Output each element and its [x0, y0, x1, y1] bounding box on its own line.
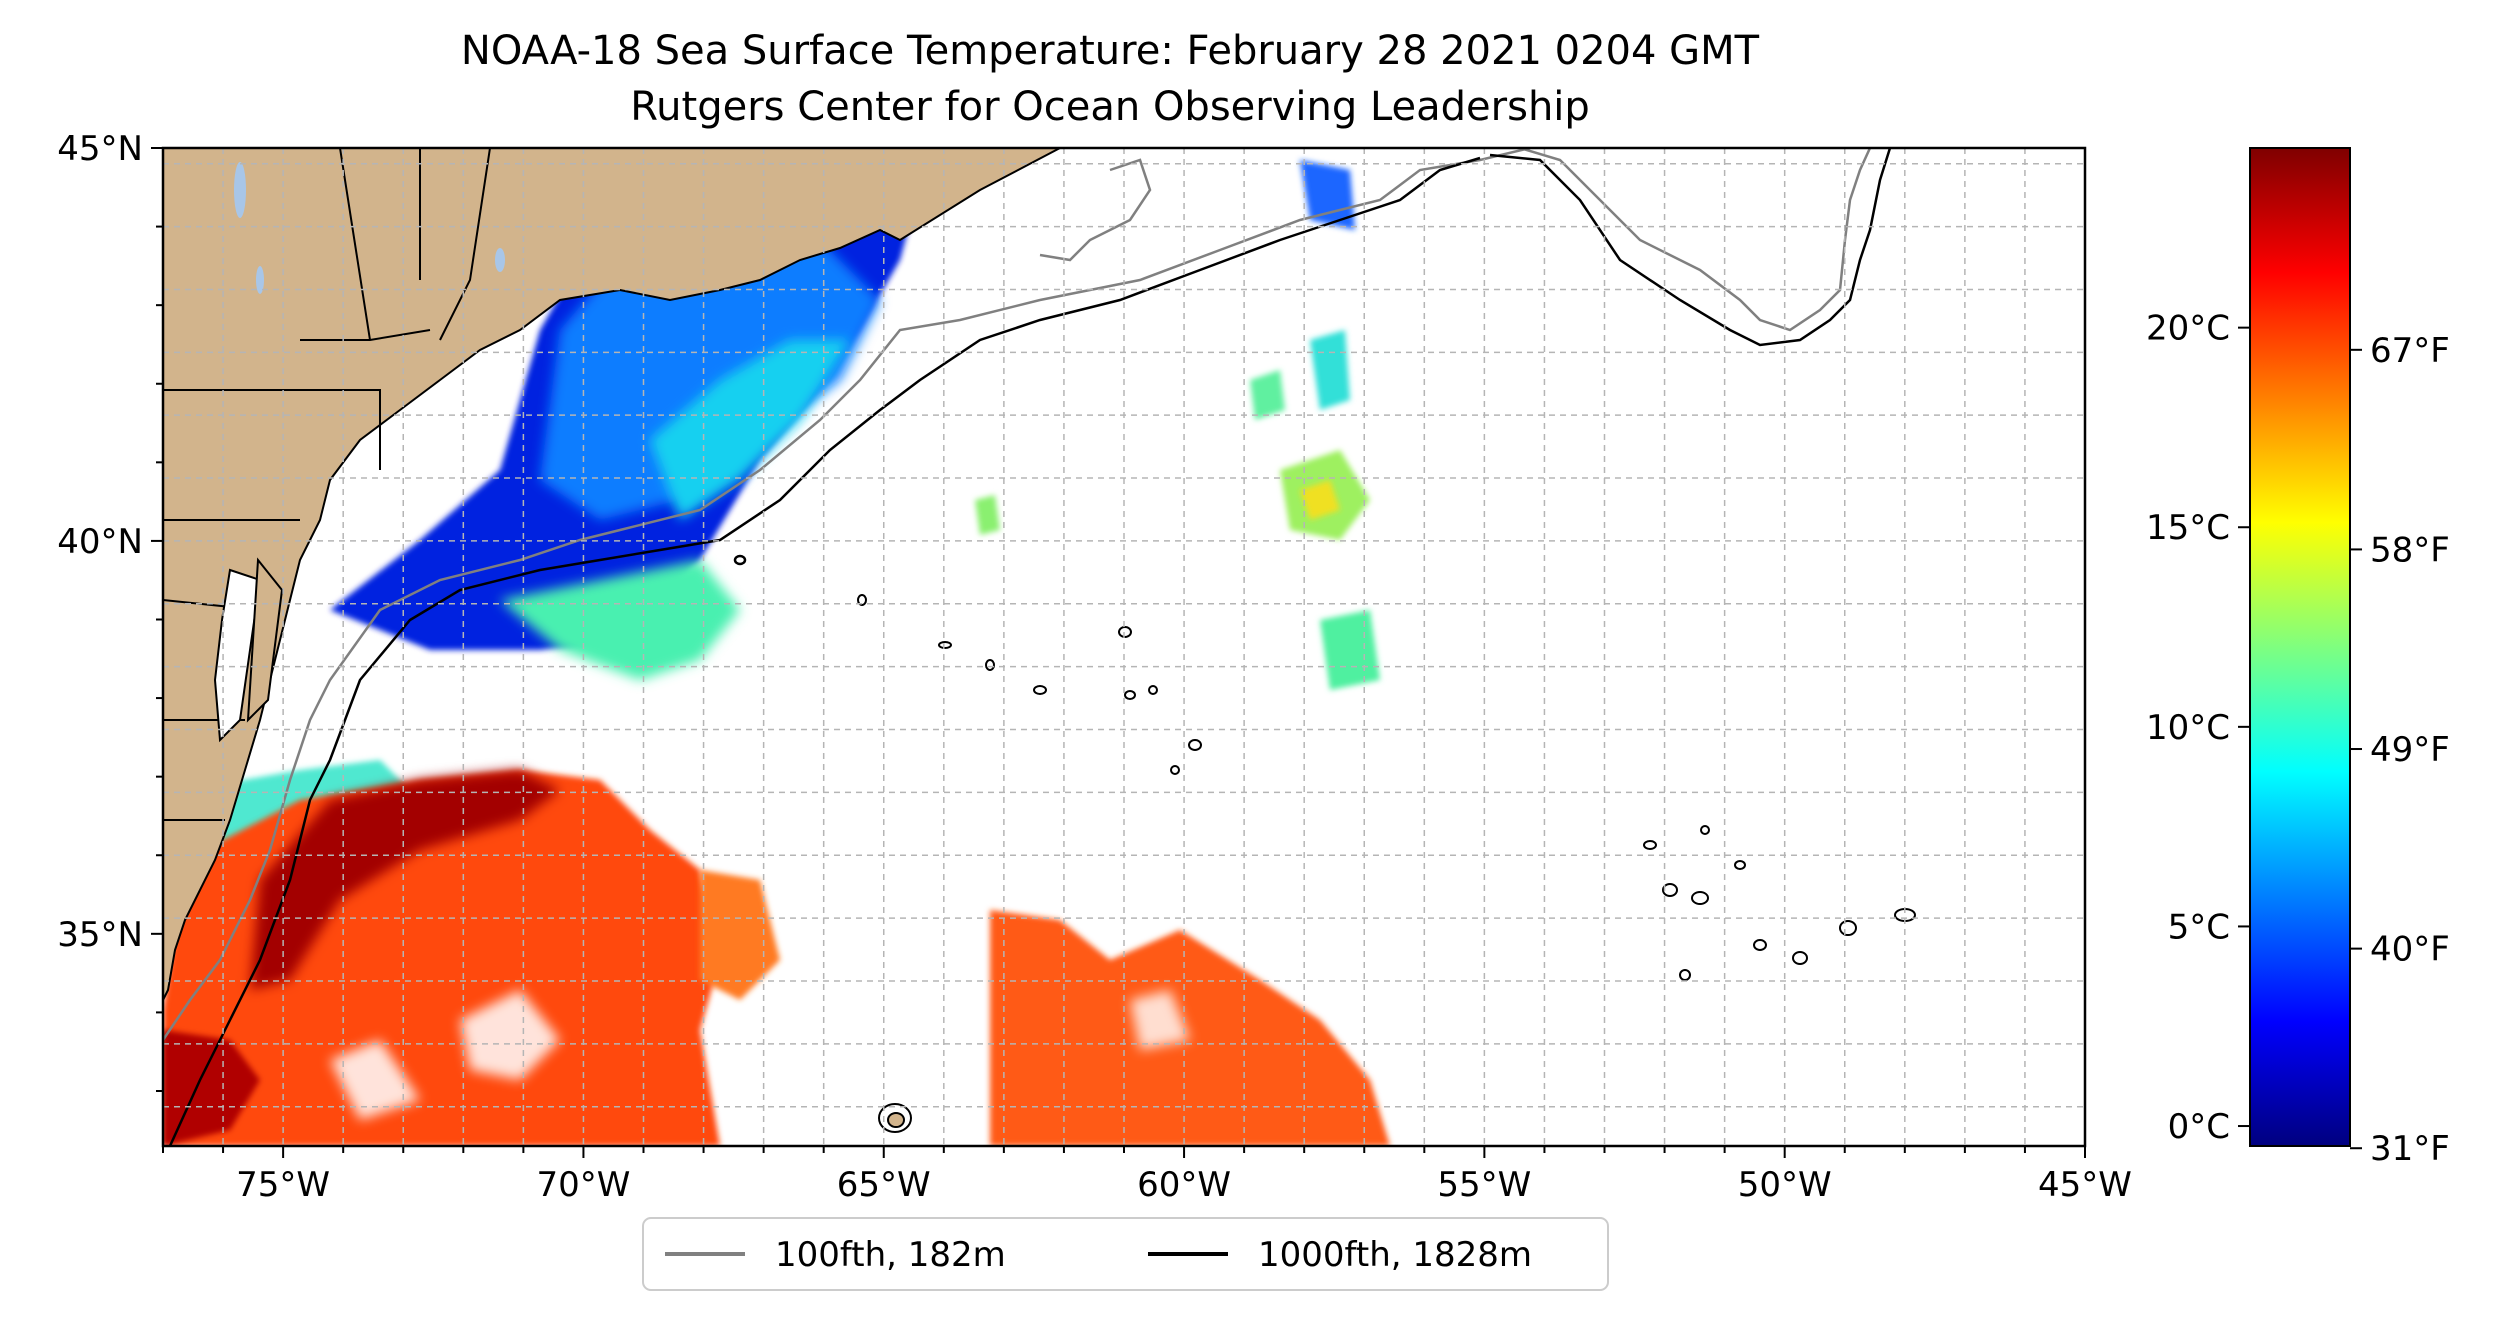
lon-tick-label: 50°W [1738, 1165, 1832, 1205]
lon-tick-label: 55°W [1437, 1165, 1531, 1205]
celsius-tick-label: 5°C [2168, 907, 2230, 947]
contour-1000fth [168, 148, 1892, 1146]
colorbar-fahrenheit-ticks: 31°F 40°F 49°F 58°F 67°F [2350, 331, 2450, 1169]
colorbar-celsius-ticks: 0°C 5°C 10°C 15°C 20°C [2146, 309, 2250, 1147]
lon-tick-label: 70°W [536, 1165, 630, 1205]
legend-label-1000fth: 1000fth, 1828m [1258, 1235, 1532, 1275]
map-area [163, 148, 2085, 1146]
lon-tick-label: 60°W [1137, 1165, 1231, 1205]
contour-100fth [163, 148, 1872, 1041]
lat-tick-label: 35°N [57, 915, 143, 955]
fahrenheit-tick-label: 49°F [2370, 730, 2450, 770]
celsius-tick-label: 0°C [2168, 1107, 2230, 1147]
map-title: NOAA-18 Sea Surface Temperature: Februar… [461, 28, 1760, 74]
fahrenheit-tick-label: 40°F [2370, 930, 2450, 970]
colorbar-scale [2249, 147, 2351, 1147]
map-subtitle: Rutgers Center for Ocean Observing Leade… [630, 84, 1590, 130]
celsius-tick-label: 10°C [2146, 708, 2230, 748]
lat-tick-label: 40°N [57, 522, 143, 562]
seamount-outlines [857, 594, 1916, 1133]
legend-box [642, 1217, 1609, 1291]
fahrenheit-tick-label: 67°F [2370, 331, 2450, 371]
lat-tick-label: 45°N [57, 129, 143, 169]
lakes [234, 162, 505, 294]
bermuda-island [887, 1112, 905, 1128]
latitude-ticks: 45°N 40°N 35°N [57, 129, 163, 1092]
celsius-tick-label: 15°C [2146, 508, 2230, 548]
longitude-ticks: 75°W 70°W 65°W 60°W 55°W 50°W 45°W [162, 1146, 2132, 1205]
fahrenheit-tick-label: 58°F [2370, 530, 2450, 570]
lon-tick-label: 65°W [837, 1165, 931, 1205]
legend-label-100fth: 100fth, 182m [775, 1235, 1006, 1275]
land-mass [163, 148, 1061, 1001]
state-borders [163, 148, 491, 821]
contour-legend: 100fth, 182m 1000fth, 1828m [642, 1217, 1609, 1291]
sst-south-swath [163, 760, 1390, 1146]
celsius-tick-label: 20°C [2146, 309, 2230, 349]
lon-tick-label: 45°W [2038, 1165, 2132, 1205]
lon-tick-label: 75°W [236, 1165, 330, 1205]
fahrenheit-tick-label: 31°F [2370, 1129, 2450, 1169]
gridlines [163, 148, 2085, 1146]
colorbar: 0°C 5°C 10°C 15°C 20°C 31°F 40°F 49°F 58°F 67°F [2146, 147, 2450, 1169]
